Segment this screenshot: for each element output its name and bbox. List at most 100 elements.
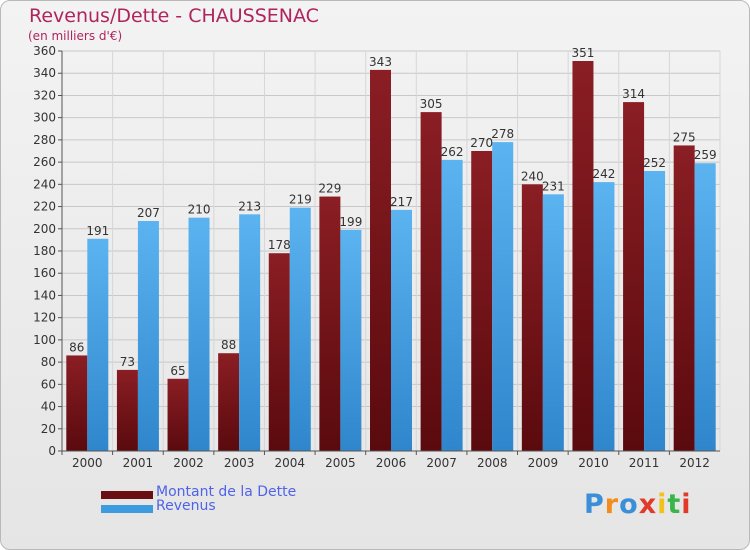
proxiti-logo: Proxiti <box>584 489 692 520</box>
data-label-revenus: 207 <box>137 206 160 220</box>
chart-title: Revenus/Dette - CHAUSSENAC <box>29 5 319 27</box>
y-tick-label: 100 <box>33 333 56 347</box>
x-tick-label: 2006 <box>376 456 407 470</box>
data-label-revenus: 242 <box>593 167 616 181</box>
data-label-dette: 240 <box>521 169 544 183</box>
bar-revenus <box>391 209 412 451</box>
bar-dette <box>218 353 240 451</box>
x-tick-label: 2004 <box>274 456 305 470</box>
data-label-revenus: 231 <box>542 179 565 193</box>
x-tick-label: 2001 <box>123 456 154 470</box>
data-label-dette: 305 <box>420 97 443 111</box>
bar-revenus <box>289 207 311 451</box>
bar-dette <box>319 196 341 451</box>
x-tick-label: 2002 <box>173 456 204 470</box>
data-label-revenus: 213 <box>238 199 261 213</box>
logo-letter: r <box>604 489 620 520</box>
y-tick-label: 40 <box>41 400 56 414</box>
x-tick-label: 2009 <box>528 456 559 470</box>
bar-revenus <box>340 229 362 451</box>
data-label-dette: 229 <box>318 182 341 196</box>
logo-letter: t <box>667 489 682 520</box>
bar-revenus <box>188 217 210 451</box>
y-tick-label: 120 <box>33 311 56 325</box>
data-label-dette: 86 <box>69 340 84 354</box>
y-tick-label: 180 <box>33 244 56 258</box>
data-label-dette: 270 <box>470 136 493 150</box>
bar-revenus <box>593 182 615 451</box>
y-tick-label: 80 <box>41 355 56 369</box>
x-tick-label: 2010 <box>578 456 609 470</box>
legend-swatch-dette <box>101 491 153 499</box>
bar-dette <box>471 151 493 451</box>
bar-revenus <box>694 163 716 451</box>
y-tick-label: 160 <box>33 266 56 280</box>
data-label-revenus: 219 <box>289 193 312 207</box>
bar-dette <box>167 378 189 451</box>
bar-dette <box>521 184 543 452</box>
bar-dette <box>623 102 645 451</box>
legend-label-revenus: Revenus <box>156 498 216 514</box>
y-tick-label: 300 <box>33 111 56 125</box>
legend-swatch-revenus <box>101 505 153 513</box>
bar-revenus <box>87 238 109 451</box>
data-label-revenus: 210 <box>188 203 211 217</box>
data-label-dette: 65 <box>170 364 185 378</box>
data-label-dette: 314 <box>622 87 645 101</box>
data-label-dette: 178 <box>268 238 291 252</box>
x-tick-label: 2011 <box>629 456 660 470</box>
bar-revenus <box>644 171 666 451</box>
bar-revenus <box>542 194 564 452</box>
x-tick-label: 2007 <box>426 456 457 470</box>
data-label-dette: 275 <box>673 130 696 144</box>
y-tick-label: 200 <box>33 222 56 236</box>
bar-dette <box>116 369 138 451</box>
x-tick-label: 2000 <box>72 456 103 470</box>
y-tick-label: 0 <box>48 444 56 458</box>
logo-letter: o <box>619 489 639 520</box>
y-tick-label: 20 <box>41 422 56 436</box>
y-tick-label: 280 <box>33 133 56 147</box>
y-tick-label: 240 <box>33 177 56 191</box>
logo-letter: i <box>657 489 668 520</box>
data-label-revenus: 199 <box>339 215 362 229</box>
bar-dette <box>572 61 594 451</box>
data-label-revenus: 191 <box>86 224 109 238</box>
bar-dette <box>66 355 88 451</box>
y-tick-label: 260 <box>33 155 56 169</box>
data-label-revenus: 262 <box>441 145 464 159</box>
data-label-revenus: 259 <box>694 148 717 162</box>
logo-letter: P <box>584 489 605 520</box>
logo-letter: i <box>681 489 692 520</box>
data-label-revenus: 217 <box>390 195 413 209</box>
legend-label-dette: Montant de la Dette <box>156 484 297 500</box>
x-tick-label: 2005 <box>325 456 356 470</box>
y-tick-label: 340 <box>33 66 56 80</box>
x-tick-label: 2003 <box>224 456 255 470</box>
y-tick-label: 140 <box>33 288 56 302</box>
y-tick-label: 60 <box>41 377 56 391</box>
bar-revenus <box>492 142 514 451</box>
x-tick-label: 2012 <box>679 456 710 470</box>
bar-dette <box>673 145 695 451</box>
y-tick-label: 360 <box>33 44 56 58</box>
bar-dette <box>268 253 290 451</box>
y-tick-label: 220 <box>33 200 56 214</box>
data-label-dette: 343 <box>369 55 392 69</box>
data-label-revenus: 278 <box>491 127 514 141</box>
bar-revenus <box>239 214 261 451</box>
bar-dette <box>420 112 442 451</box>
chart-subtitle: (en milliers d'€) <box>28 29 123 43</box>
bar-dette <box>370 69 391 451</box>
bar-revenus <box>137 221 159 451</box>
data-label-dette: 351 <box>572 46 595 60</box>
data-label-dette: 73 <box>120 355 135 369</box>
data-label-dette: 88 <box>221 338 236 352</box>
bar-revenus <box>441 159 463 451</box>
x-tick-label: 2008 <box>477 456 508 470</box>
data-label-revenus: 252 <box>643 156 666 170</box>
y-tick-label: 320 <box>33 88 56 102</box>
logo-letter: x <box>638 489 658 520</box>
